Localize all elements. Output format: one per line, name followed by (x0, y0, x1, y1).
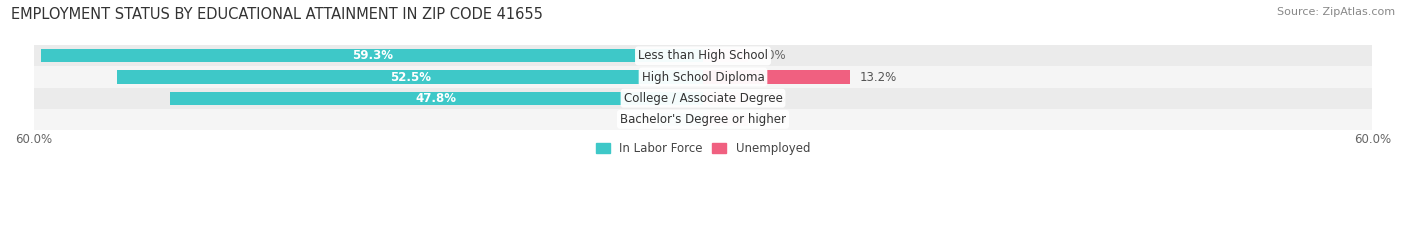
Text: EMPLOYMENT STATUS BY EDUCATIONAL ATTAINMENT IN ZIP CODE 41655: EMPLOYMENT STATUS BY EDUCATIONAL ATTAINM… (11, 7, 543, 22)
Legend: In Labor Force, Unemployed: In Labor Force, Unemployed (591, 137, 815, 160)
Bar (117, 70, 703, 84)
Text: 47.8%: 47.8% (416, 92, 457, 105)
Text: 0.0%: 0.0% (756, 113, 786, 126)
Bar (658, 113, 703, 126)
Text: High School Diploma: High School Diploma (641, 71, 765, 83)
Bar (34, 109, 1372, 130)
Text: 13.2%: 13.2% (859, 71, 897, 83)
Text: Less than High School: Less than High School (638, 49, 768, 62)
Bar (703, 70, 851, 84)
Text: Bachelor's Degree or higher: Bachelor's Degree or higher (620, 113, 786, 126)
Bar (170, 92, 703, 105)
Text: 0.0%: 0.0% (756, 49, 786, 62)
Text: College / Associate Degree: College / Associate Degree (624, 92, 782, 105)
Text: Source: ZipAtlas.com: Source: ZipAtlas.com (1277, 7, 1395, 17)
Text: 0.0%: 0.0% (756, 92, 786, 105)
Bar (41, 49, 703, 62)
Bar (703, 92, 748, 105)
Text: 59.3%: 59.3% (352, 49, 392, 62)
Bar (703, 113, 748, 126)
Bar (34, 66, 1372, 88)
Text: 0.0%: 0.0% (623, 113, 652, 126)
Text: 52.5%: 52.5% (389, 71, 430, 83)
Bar (34, 45, 1372, 66)
Bar (34, 88, 1372, 109)
Bar (703, 49, 748, 62)
